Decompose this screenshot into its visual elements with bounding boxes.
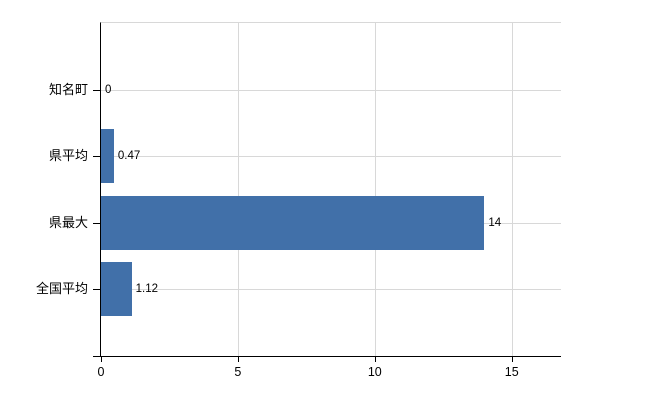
category-gridline [101, 90, 561, 91]
category-gridline [101, 156, 561, 158]
value-label: 0.47 [117, 150, 141, 163]
x-gridline [374, 23, 376, 356]
plot-area: 0 5 10 15 知名町 0 県平均 0.47 県最大 14 全国平均 1.12 [36, 22, 561, 379]
x-axis-tick [511, 357, 513, 362]
x-axis-tick [374, 357, 376, 362]
value-label: 0 [105, 84, 112, 96]
x-axis-tick-label: 0 [97, 365, 105, 379]
x-axis-left-extension [93, 356, 101, 357]
x-axis-tick-label: 10 [367, 365, 382, 379]
value-label: 1.12 [135, 283, 159, 295]
category-label: 県最大 [48, 214, 88, 230]
category-label: 全国平均 [35, 281, 88, 296]
x-axis-tick-label: 5 [234, 365, 242, 379]
category-tick [93, 222, 100, 224]
x-axis-tick [237, 357, 239, 362]
x-gridline [511, 23, 513, 356]
value-label: 14 [488, 216, 502, 229]
category-label: 知名町 [48, 82, 88, 97]
bar [101, 129, 114, 184]
category-tick [93, 90, 100, 91]
bar [101, 195, 485, 250]
category-label: 県平均 [48, 148, 88, 164]
category-tick [93, 156, 100, 158]
x-axis-tick-label: 15 [504, 365, 519, 379]
category-gridline [101, 289, 561, 290]
bar [101, 262, 132, 316]
x-axis-tick [101, 357, 102, 362]
category-tick [93, 289, 100, 290]
x-gridline [237, 23, 239, 356]
